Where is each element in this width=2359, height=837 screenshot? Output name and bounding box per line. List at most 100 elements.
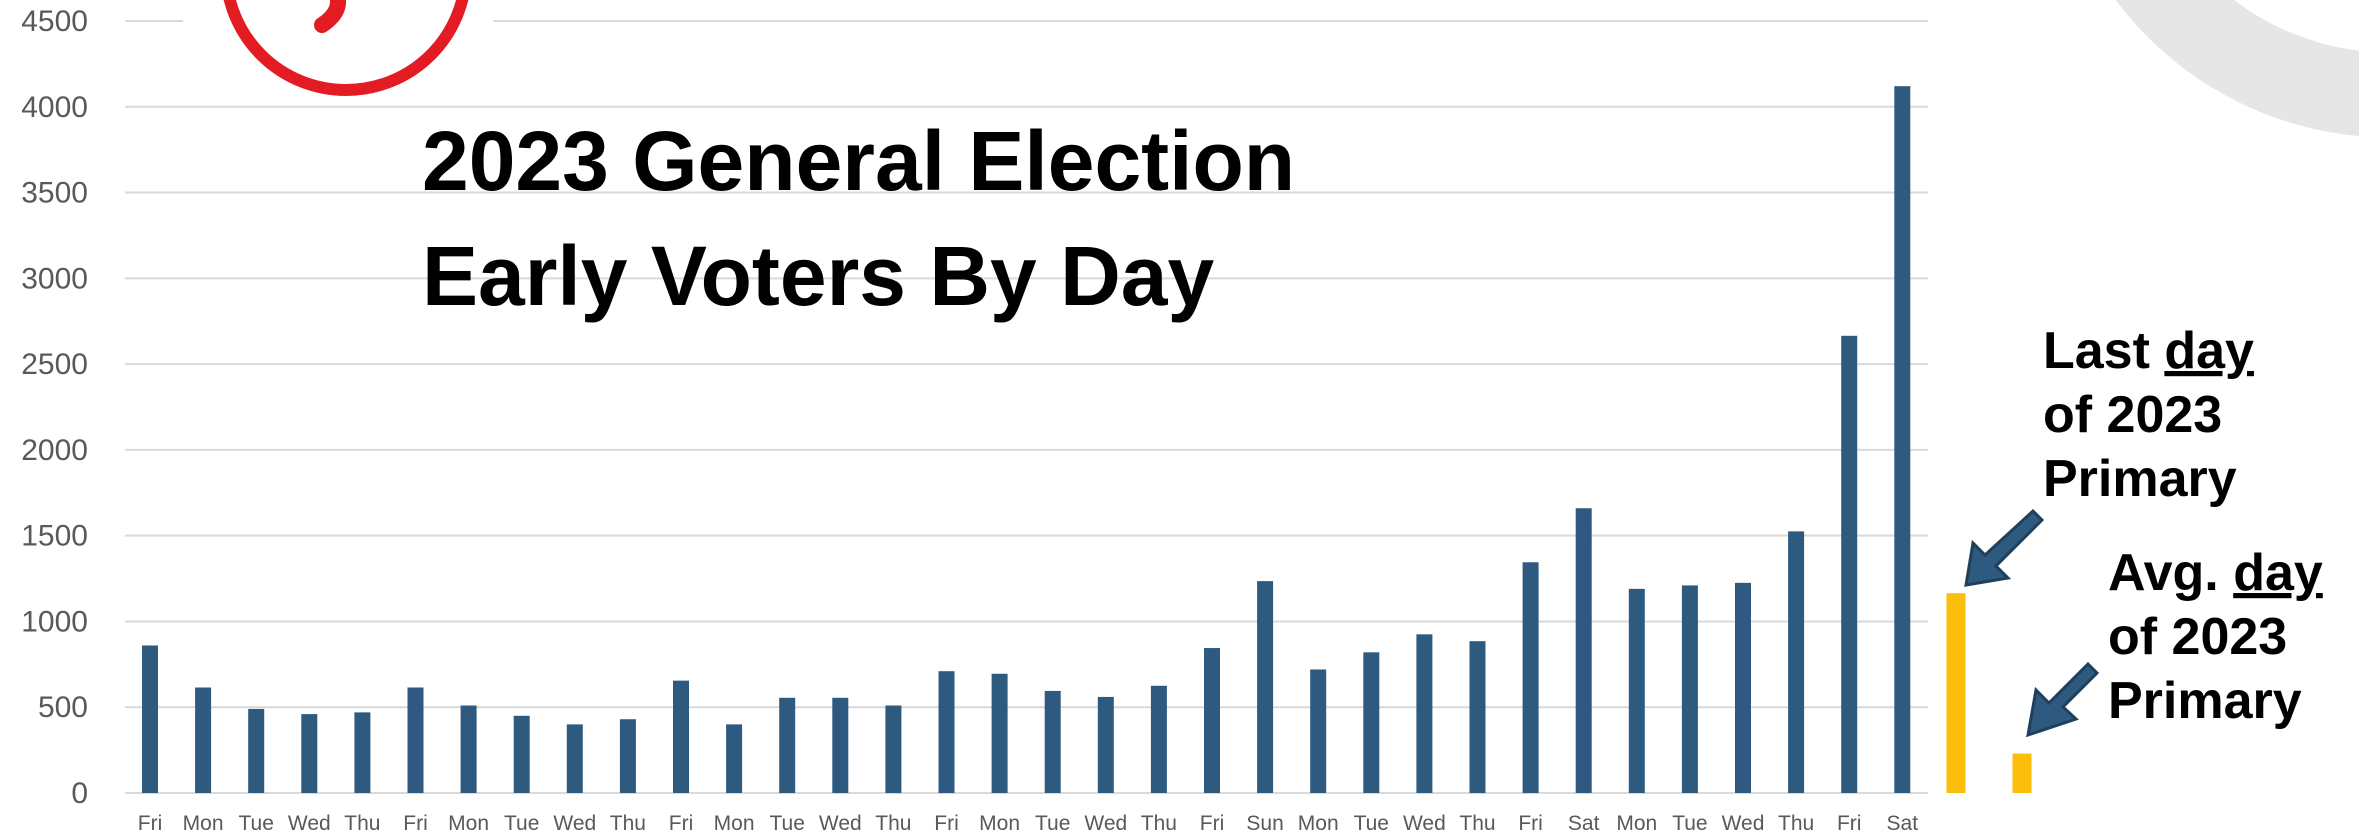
x-tick-label: Wed bbox=[1084, 812, 1127, 835]
x-tick-label: Thu bbox=[1141, 812, 1177, 835]
bar-series bbox=[142, 86, 1911, 794]
bar bbox=[1469, 641, 1486, 793]
bar bbox=[1575, 508, 1592, 793]
x-tick-label: Mon bbox=[448, 812, 489, 835]
chart-title-line-1: 2023 General Election bbox=[422, 114, 1295, 208]
bar bbox=[1363, 652, 1380, 793]
bar bbox=[673, 680, 689, 793]
x-tick-label: Mon bbox=[979, 812, 1020, 835]
chart-title-line-2: Early Voters By Day bbox=[422, 229, 1214, 323]
x-tick-label: Sun bbox=[1246, 812, 1283, 835]
x-tick-label: Thu bbox=[1778, 812, 1814, 835]
x-tick-label: Fri bbox=[138, 812, 163, 835]
x-tick-label: Fri bbox=[1200, 812, 1225, 835]
annotation-avg-day-line-1: Avg. day bbox=[2108, 544, 2323, 602]
x-tick-label: Fri bbox=[934, 812, 959, 835]
y-tick-label: 1000 bbox=[21, 605, 88, 638]
bar bbox=[1310, 669, 1327, 793]
bar bbox=[938, 671, 955, 793]
x-tick-label: Fri bbox=[403, 812, 428, 835]
bar bbox=[248, 708, 265, 793]
x-tick-label: Mon bbox=[1298, 812, 1339, 835]
arrow-avg-day-icon bbox=[2026, 661, 2100, 738]
bar bbox=[1204, 648, 1220, 793]
x-tick-label: Thu bbox=[875, 812, 911, 835]
x-tick-label: Thu bbox=[610, 812, 646, 835]
bar bbox=[1628, 588, 1645, 793]
bar bbox=[1097, 696, 1114, 793]
logo-icon bbox=[223, 0, 469, 96]
x-tick-label: Sat bbox=[1568, 812, 1600, 835]
bar bbox=[1150, 685, 1167, 793]
x-tick-label: Wed bbox=[288, 812, 331, 835]
x-tick-label: Fri bbox=[1518, 812, 1543, 835]
bar bbox=[566, 724, 583, 793]
x-tick-label: Sat bbox=[1887, 812, 1919, 835]
bar bbox=[142, 645, 158, 793]
annotation-last-day-line-3: Primary bbox=[2043, 450, 2237, 508]
bar bbox=[1788, 531, 1805, 793]
x-tick-label: Tue bbox=[238, 812, 273, 835]
x-tick-label: Wed bbox=[1722, 812, 1765, 835]
bar bbox=[779, 697, 796, 793]
y-tick-label: 3000 bbox=[21, 262, 88, 295]
bar bbox=[991, 673, 1008, 793]
x-tick-label: Tue bbox=[504, 812, 539, 835]
comparison-bar bbox=[2012, 753, 2032, 793]
bar bbox=[1681, 585, 1698, 793]
x-tick-label: Tue bbox=[1035, 812, 1070, 835]
x-tick-label: Wed bbox=[1403, 812, 1446, 835]
bar bbox=[1257, 581, 1274, 793]
y-tick-label: 4500 bbox=[21, 5, 88, 38]
x-tick-label: Wed bbox=[553, 812, 596, 835]
gridlines bbox=[125, 20, 1928, 794]
bar bbox=[513, 715, 530, 793]
bar bbox=[885, 705, 902, 793]
comparison-bars bbox=[1946, 593, 2032, 793]
annotation-last-day-line-2: of 2023 bbox=[2043, 386, 2222, 444]
x-tick-label: Thu bbox=[1459, 812, 1495, 835]
x-tick-label: Tue bbox=[1672, 812, 1707, 835]
x-tick-label: Wed bbox=[819, 812, 862, 835]
bar bbox=[1735, 582, 1751, 793]
bar bbox=[195, 687, 212, 793]
y-tick-label: 1500 bbox=[21, 520, 88, 553]
x-tick-label: Mon bbox=[714, 812, 755, 835]
annotation-avg-day-line-2: of 2023 bbox=[2108, 608, 2287, 666]
annotation-avg-day: Avg. day of 2023 Primary bbox=[2108, 544, 2337, 730]
annotation-last-day: Last day of 2023 Primary bbox=[2043, 322, 2268, 508]
bar bbox=[301, 714, 318, 793]
x-tick-label: Tue bbox=[769, 812, 804, 835]
bar bbox=[1522, 562, 1539, 793]
y-tick-label: 4000 bbox=[21, 91, 88, 124]
bar bbox=[619, 719, 636, 793]
bar bbox=[1044, 690, 1061, 793]
arrow-last-day-icon bbox=[1964, 508, 2045, 587]
chart-title: 2023 General Election Early Voters By Da… bbox=[422, 114, 1318, 323]
bar bbox=[726, 724, 743, 793]
watermark-arcs bbox=[2115, 0, 2359, 137]
y-tick-label: 500 bbox=[38, 691, 88, 724]
annotation-avg-day-line-3: Primary bbox=[2108, 672, 2302, 730]
x-tick-label: Mon bbox=[1616, 812, 1657, 835]
y-tick-label: 3500 bbox=[21, 177, 88, 210]
y-tick-label: 0 bbox=[71, 777, 88, 810]
x-tick-label: Fri bbox=[1837, 812, 1862, 835]
x-axis-ticks: Fri Mon Tue Wed Thu Fri Mon Tue Wed Thu Fri Mon Tue W… bbox=[138, 812, 1918, 835]
x-tick-label: Tue bbox=[1354, 812, 1389, 835]
y-tick-label: 2000 bbox=[21, 434, 88, 467]
y-axis-ticks: 0 500 1000 1500 2000 2500 3000 3500 4000 4500 bbox=[21, 5, 88, 810]
bar bbox=[460, 705, 477, 793]
x-tick-label: Mon bbox=[183, 812, 224, 835]
bar bbox=[354, 712, 371, 793]
comparison-bar bbox=[1946, 593, 1966, 793]
bar bbox=[1894, 86, 1911, 794]
y-tick-label: 2500 bbox=[21, 348, 88, 381]
bar bbox=[1841, 335, 1858, 793]
x-tick-label: Fri bbox=[669, 812, 694, 835]
x-tick-label: Thu bbox=[344, 812, 380, 835]
annotation-last-day-line-1: Last day bbox=[2043, 322, 2254, 380]
bar bbox=[407, 687, 424, 793]
bar bbox=[832, 697, 849, 793]
